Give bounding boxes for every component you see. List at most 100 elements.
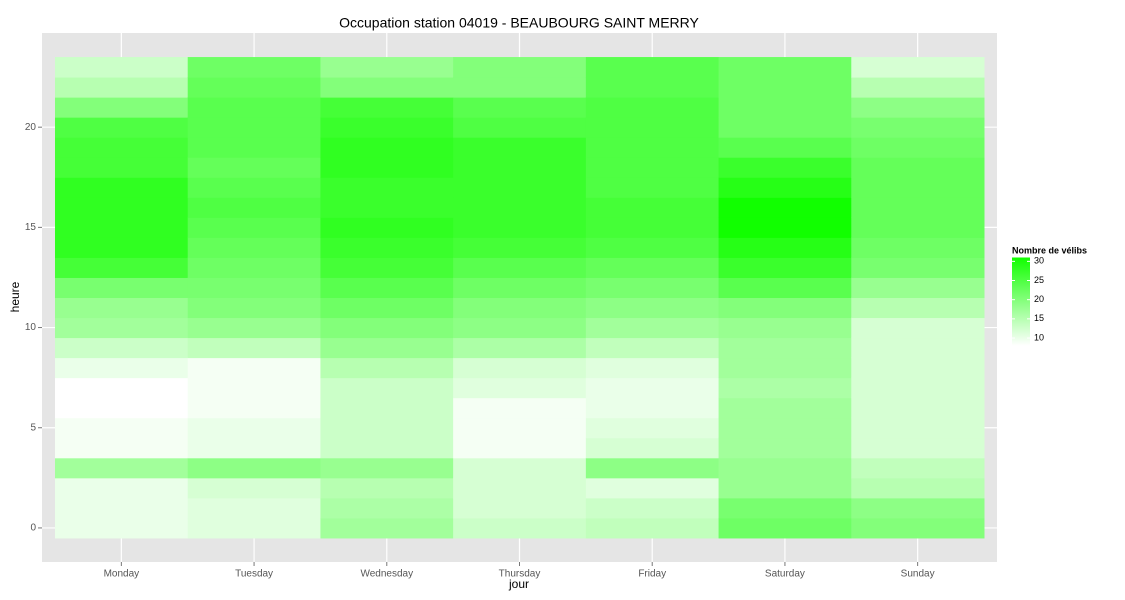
- heat-cell: [453, 77, 587, 98]
- x-tick-label: Monday: [104, 569, 140, 580]
- heat-cell: [187, 337, 321, 359]
- heat-cell: [718, 477, 852, 499]
- heat-cell: [718, 57, 852, 78]
- heat-cell: [718, 437, 852, 459]
- heat-cell: [851, 197, 985, 218]
- legend-tick-label: 25: [1034, 275, 1044, 285]
- heat-cell: [453, 117, 587, 138]
- heat-cell: [187, 497, 321, 519]
- heat-cell: [55, 197, 189, 218]
- heat-cell: [851, 317, 985, 339]
- heat-cell: [851, 97, 985, 118]
- heat-cell: [55, 137, 189, 158]
- heat-cell: [585, 257, 720, 278]
- heat-cell: [55, 357, 189, 379]
- x-tick-label: Thursday: [499, 569, 541, 580]
- heat-cell: [320, 477, 454, 499]
- heat-cell: [187, 317, 321, 339]
- heat-cell: [718, 377, 852, 399]
- heat-cell: [453, 377, 587, 399]
- y-tick-label: 0: [30, 523, 36, 534]
- heat-cell: [718, 217, 852, 238]
- heat-cell: [320, 457, 454, 479]
- heat-cell: [320, 497, 454, 519]
- heat-cell: [320, 137, 454, 158]
- heat-cell: [187, 377, 321, 399]
- y-tick-label: 10: [25, 322, 37, 333]
- heat-cell: [187, 237, 321, 258]
- heat-cell: [718, 237, 852, 258]
- heat-cell: [55, 217, 189, 238]
- heat-cell: [585, 237, 720, 258]
- chart-title: Occupation station 04019 - BEAUBOURG SAI…: [339, 15, 699, 31]
- heat-cell: [187, 117, 321, 138]
- heat-cell: [718, 117, 852, 138]
- heat-cell: [453, 497, 587, 519]
- heat-cell: [851, 517, 985, 539]
- heat-cell: [851, 377, 985, 399]
- heat-cell: [585, 97, 720, 118]
- heat-cell: [851, 277, 985, 298]
- heat-cell: [851, 477, 985, 499]
- heat-cell: [320, 517, 454, 539]
- heat-cell: [55, 117, 189, 138]
- heat-cell: [718, 177, 852, 198]
- heat-cell: [55, 377, 189, 399]
- heat-cell: [585, 497, 720, 519]
- x-tick-label: Saturday: [765, 569, 805, 580]
- heat-cell: [718, 157, 852, 178]
- heat-cell: [718, 297, 852, 319]
- heat-cell: [187, 57, 321, 78]
- heat-cell: [851, 57, 985, 78]
- heat-cell: [851, 237, 985, 258]
- heat-cell: [55, 237, 189, 258]
- heat-cell: [187, 277, 321, 298]
- heat-cell: [585, 357, 720, 379]
- heat-cell: [55, 317, 189, 339]
- heat-cell: [187, 417, 321, 439]
- heat-cell: [851, 217, 985, 238]
- heat-cell: [585, 517, 720, 539]
- heat-cell: [320, 177, 454, 198]
- heat-cell: [55, 477, 189, 499]
- heat-cell: [187, 517, 321, 539]
- heat-cell: [718, 277, 852, 298]
- heat-cell: [453, 477, 587, 499]
- heat-cell: [718, 77, 852, 98]
- heat-cell: [585, 297, 720, 319]
- heat-cell: [320, 157, 454, 178]
- heat-cell: [585, 117, 720, 138]
- heat-cell: [55, 417, 189, 439]
- heat-cell: [585, 157, 720, 178]
- y-tick-label: 15: [25, 222, 37, 233]
- heat-cell: [55, 77, 189, 98]
- heat-cell: [718, 197, 852, 218]
- heat-cell: [55, 157, 189, 178]
- heat-cell: [55, 437, 189, 459]
- heat-cell: [453, 197, 587, 218]
- heat-cell: [851, 137, 985, 158]
- y-tick-label: 20: [25, 122, 37, 133]
- heat-cell: [187, 477, 321, 499]
- heat-cell: [453, 457, 587, 479]
- heat-cell: [718, 397, 852, 419]
- heat-cell: [187, 97, 321, 118]
- heat-cell: [453, 517, 587, 539]
- heat-cell: [585, 377, 720, 399]
- y-tick-label: 5: [30, 422, 36, 433]
- legend-colorbar: [1012, 257, 1030, 346]
- heat-cell: [585, 437, 720, 459]
- heat-cell: [851, 297, 985, 319]
- heat-cell: [187, 177, 321, 198]
- legend-title: Nombre de vélibs: [1012, 245, 1087, 255]
- heat-cell: [320, 377, 454, 399]
- heat-cell: [718, 337, 852, 359]
- heat-cell: [320, 217, 454, 238]
- heat-cell: [453, 157, 587, 178]
- heat-cell: [320, 237, 454, 258]
- heat-cell: [585, 77, 720, 98]
- x-axis-label: jour: [508, 577, 529, 591]
- heat-cell: [187, 457, 321, 479]
- heat-cell: [187, 357, 321, 379]
- heat-cell: [453, 177, 587, 198]
